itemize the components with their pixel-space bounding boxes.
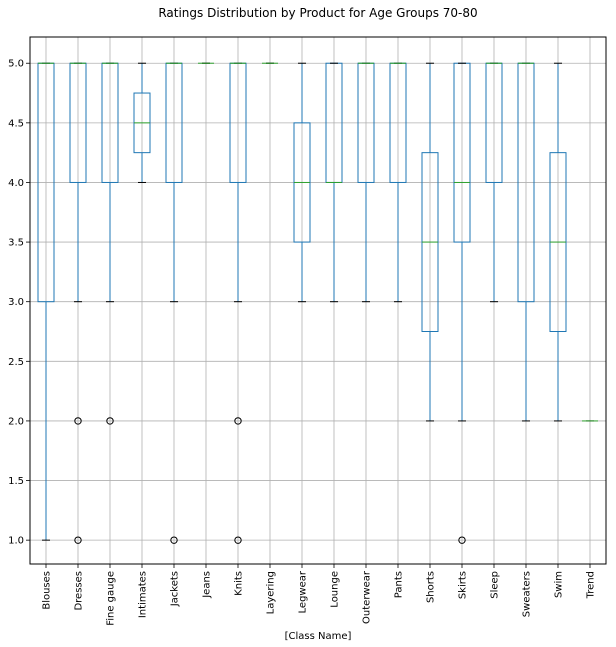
x-tick-label: Dresses <box>74 571 85 611</box>
box-dresses <box>69 62 87 544</box>
box-shorts <box>421 62 439 422</box>
y-tick-label: 2.5 <box>8 357 24 368</box>
box-outerwear <box>357 62 375 303</box>
box-lounge <box>325 62 343 303</box>
x-tick-label: Lounge <box>330 571 341 608</box>
x-tick-label: Blouses <box>42 571 53 610</box>
x-tick-label: Intimates <box>138 571 149 618</box>
x-tick-label: Sleep <box>490 571 501 599</box>
x-tick-label: Legwear <box>298 570 309 613</box>
outlier-point <box>170 536 178 544</box>
box-legwear <box>293 62 311 303</box>
outlier-point <box>74 536 82 544</box>
box-intimates <box>133 62 151 183</box>
x-tick-label: Skirts <box>458 571 469 599</box>
x-axis-label: [Class Name] <box>285 631 352 642</box>
chart-title: Ratings Distribution by Product for Age … <box>158 6 477 20</box>
x-tick-label: Sweaters <box>522 571 533 617</box>
box-sleep <box>485 62 503 303</box>
y-tick-label: 3.0 <box>8 297 24 308</box>
y-tick-label: 1.0 <box>8 536 24 547</box>
y-tick-label: 3.5 <box>8 238 24 249</box>
x-axis: Blouses Dresses Fine gauge Intimates Jackets… <box>42 564 597 626</box>
y-tick-label: 4.5 <box>8 118 24 129</box>
outlier-point <box>74 417 82 425</box>
boxes <box>37 62 598 544</box>
box-knits <box>229 62 247 544</box>
box-fine-gauge <box>101 62 119 425</box>
x-tick-label: Pants <box>394 571 405 598</box>
plot-frame <box>29 36 607 565</box>
box-pants <box>389 62 407 303</box>
box-swim <box>549 62 567 422</box>
x-tick-label: Jackets <box>170 571 181 607</box>
outlier-point <box>106 417 114 425</box>
x-tick-label: Swim <box>554 571 565 598</box>
x-tick-label: Knits <box>234 571 245 596</box>
x-tick-label: Shorts <box>426 571 437 603</box>
x-tick-label: Outerwear <box>362 570 373 624</box>
x-tick-label: Fine gauge <box>106 571 117 626</box>
y-tick-label: 1.5 <box>8 476 24 487</box>
grid <box>30 37 606 564</box>
y-tick-label: 4.0 <box>8 178 24 189</box>
outlier-point <box>458 536 466 544</box>
y-axis: 1.0 1.5 2.0 2.5 3.0 3.5 4.0 4.5 5.0 <box>8 59 30 547</box>
x-tick-label: Layering <box>266 571 277 614</box>
box-skirts <box>453 62 471 544</box>
x-tick-label: Jeans <box>202 571 213 599</box>
box-blouses <box>37 62 55 541</box>
x-tick-label: Trend <box>586 571 597 599</box>
y-tick-label: 2.0 <box>8 416 24 427</box>
box-jackets <box>165 62 183 544</box>
outlier-point <box>234 536 242 544</box>
box-sweaters <box>517 62 535 422</box>
y-tick-label: 5.0 <box>8 59 24 70</box>
outlier-point <box>234 417 242 425</box>
